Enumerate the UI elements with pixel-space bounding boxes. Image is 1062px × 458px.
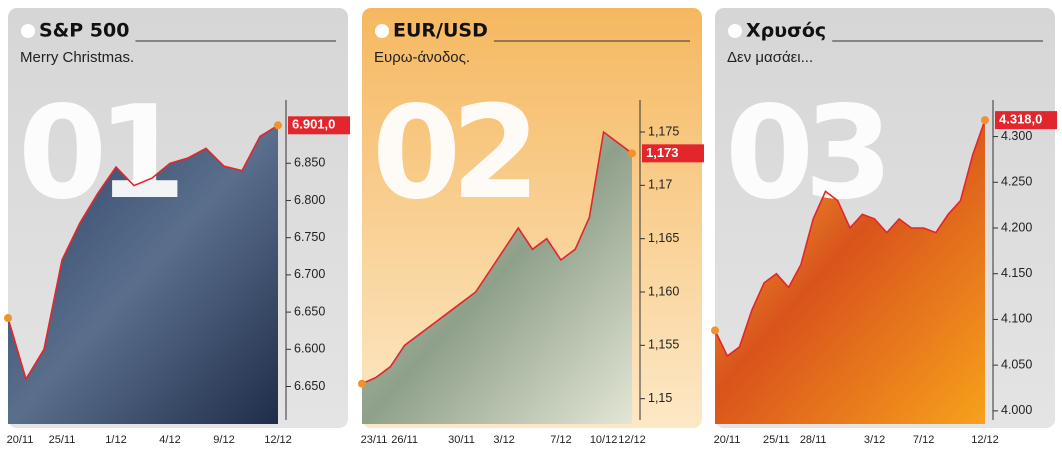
- value-label-box: [995, 111, 1057, 130]
- start-dot: [4, 314, 12, 323]
- panel-subtitle: Merry Christmas.: [20, 49, 134, 66]
- end-dot: [274, 121, 282, 130]
- x-tick-label: 26/11: [391, 434, 418, 446]
- x-tick-label: 1/12: [105, 434, 126, 446]
- start-dot: [711, 326, 719, 335]
- rank-number: 01: [18, 79, 178, 228]
- y-tick-label: 6.650: [294, 379, 325, 393]
- y-tick-label: 6.650: [294, 304, 325, 318]
- value-label-box: [288, 116, 350, 135]
- y-tick-label: 4.000: [1001, 403, 1032, 417]
- end-dot: [981, 116, 989, 125]
- x-tick-label: 23/11: [361, 434, 388, 446]
- value-label-box: [642, 144, 704, 163]
- area: [362, 132, 632, 424]
- y-tick-label: 1,175: [648, 124, 679, 138]
- x-tick-label: 10/12: [590, 434, 618, 446]
- x-tick-label: 3/12: [864, 434, 885, 446]
- x-tick-label: 20/11: [7, 434, 34, 446]
- panel-title: S&P 500: [39, 20, 129, 42]
- rank-number: 02: [372, 79, 530, 228]
- y-tick-label: 1,15: [648, 391, 672, 405]
- panel-subtitle: Ευρω-άνοδος.: [374, 49, 470, 66]
- y-tick-label: 4.150: [1001, 266, 1032, 280]
- title-dot: [728, 24, 742, 38]
- start-dot: [358, 379, 366, 388]
- y-tick-label: 4.200: [1001, 220, 1032, 234]
- value-label: 4.318,0: [999, 112, 1042, 127]
- x-tick-label: 7/12: [913, 434, 934, 446]
- x-tick-label: 7/12: [550, 434, 571, 446]
- area: [8, 125, 278, 425]
- x-tick-label: 28/11: [800, 434, 827, 446]
- x-tick-label: 25/11: [49, 434, 76, 446]
- y-tick-label: 1,155: [648, 338, 679, 352]
- y-tick-label: 6.700: [294, 267, 325, 281]
- area: [715, 120, 985, 424]
- value-label: 1,173: [646, 145, 679, 160]
- y-tick-label: 4.100: [1001, 312, 1032, 326]
- end-dot: [628, 149, 636, 158]
- x-tick-label: 4/12: [159, 434, 180, 446]
- y-tick-label: 1,17: [648, 178, 672, 192]
- x-tick-label: 12/12: [618, 434, 646, 446]
- y-tick-label: 6.800: [294, 193, 325, 207]
- line: [361, 130, 633, 385]
- title-dot: [21, 24, 35, 38]
- y-tick-label: 1,160: [648, 284, 679, 298]
- panel-title: Χρυσός: [746, 20, 826, 42]
- y-tick-label: 4.250: [1001, 175, 1032, 189]
- panel-title: EUR/USD: [393, 20, 488, 42]
- y-tick-label: 1,165: [648, 231, 679, 245]
- value-label: 6.901,0: [292, 117, 335, 132]
- line: [714, 119, 986, 358]
- title-dot: [375, 24, 389, 38]
- y-tick-label: 6.600: [294, 342, 325, 356]
- y-tick-label: 4.050: [1001, 357, 1032, 371]
- x-tick-label: 9/12: [213, 434, 234, 446]
- x-tick-label: 3/12: [493, 434, 514, 446]
- rank-number: 03: [725, 79, 883, 228]
- x-tick-label: 12/12: [264, 434, 292, 446]
- y-tick-label: 6.850: [294, 156, 325, 170]
- x-tick-label: 25/11: [763, 434, 790, 446]
- panel-subtitle: Δεν μασάει...: [727, 49, 813, 66]
- line: [7, 124, 279, 382]
- y-tick-label: 4.300: [1001, 129, 1032, 143]
- x-tick-label: 12/12: [971, 434, 999, 446]
- x-tick-label: 20/11: [714, 434, 741, 446]
- x-tick-label: 30/11: [448, 434, 475, 446]
- y-tick-label: 6.750: [294, 230, 325, 244]
